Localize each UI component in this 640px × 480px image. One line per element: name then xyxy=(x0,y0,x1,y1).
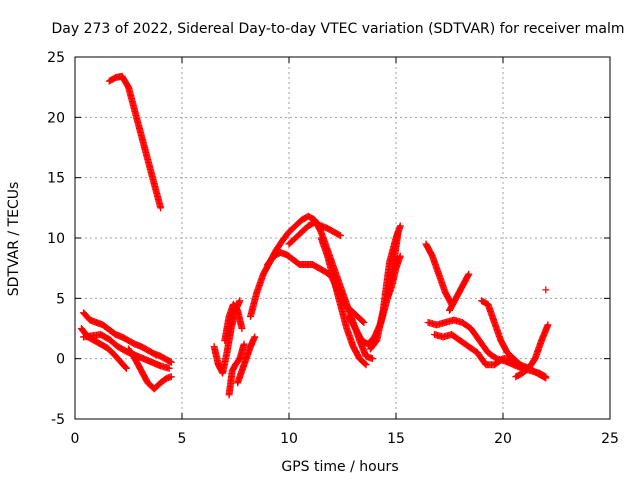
x-tick-label: 10 xyxy=(280,431,298,447)
data-point xyxy=(251,333,259,341)
series-arc-g xyxy=(221,300,246,345)
series-arc-k xyxy=(264,248,368,326)
series-arc-s xyxy=(446,270,473,314)
series-arc-v xyxy=(512,321,552,381)
data-point xyxy=(238,325,246,332)
x-tick-label: 20 xyxy=(494,431,512,447)
data-point xyxy=(542,286,550,294)
x-tick-label: 0 xyxy=(71,431,80,447)
data-point xyxy=(335,231,343,239)
data-point xyxy=(167,358,175,366)
series-arc-h xyxy=(225,340,248,399)
y-tick-label: 25 xyxy=(47,50,65,66)
series-arc-q xyxy=(422,240,456,308)
data-point xyxy=(359,317,367,325)
y-tick-label: 15 xyxy=(47,171,65,187)
x-tick-label: 25 xyxy=(601,431,619,447)
series-arc-p xyxy=(383,252,404,302)
data-point xyxy=(541,373,549,381)
data-point xyxy=(240,340,248,348)
data-point xyxy=(121,363,129,371)
chart-title: Day 273 of 2022, Sidereal Day-to-day VTE… xyxy=(52,21,625,37)
x-tick-label: 15 xyxy=(387,431,405,447)
y-tick-label: 0 xyxy=(56,352,65,368)
series-arc-m xyxy=(317,234,370,369)
series-arc-e xyxy=(125,345,175,393)
data-point xyxy=(515,360,523,368)
data-point xyxy=(167,373,175,381)
data-point xyxy=(396,222,404,230)
data-point xyxy=(544,321,552,329)
data-point xyxy=(165,364,173,372)
series-arc-b xyxy=(80,309,175,366)
data-point xyxy=(362,361,370,369)
data-point xyxy=(122,364,130,372)
series-arc-u xyxy=(478,297,524,369)
y-tick-labels: -5 0 5 10 15 20 25 xyxy=(47,50,65,428)
data-point xyxy=(336,232,344,240)
data-points xyxy=(77,72,552,399)
x-tick-labels: 0 5 10 15 20 25 xyxy=(71,431,619,447)
series-arc-f xyxy=(210,297,244,377)
y-tick-label: -5 xyxy=(51,412,65,428)
axis-ticks xyxy=(74,56,611,420)
series-arc-o xyxy=(366,222,404,353)
x-axis-label: GPS time / hours xyxy=(281,459,398,475)
y-tick-label: 20 xyxy=(47,110,65,126)
data-point xyxy=(236,297,244,305)
series-arc-j xyxy=(246,212,376,363)
data-point xyxy=(368,355,376,363)
data-point xyxy=(465,270,473,278)
series-arc-a xyxy=(105,72,165,212)
y-axis-label: SDTVAR / TECUs xyxy=(6,182,22,297)
x-tick-label: 5 xyxy=(178,431,187,447)
data-point xyxy=(360,318,368,326)
y-tick-label: 10 xyxy=(47,231,65,247)
data-point xyxy=(157,204,165,212)
data-point xyxy=(542,374,550,382)
data-point xyxy=(396,252,404,260)
data-point xyxy=(361,360,369,368)
data-point xyxy=(516,361,524,369)
y-tick-label: 5 xyxy=(56,291,65,307)
series-arc-w xyxy=(542,286,550,294)
series-arc-l xyxy=(285,218,344,248)
series-arc-i xyxy=(234,333,259,387)
